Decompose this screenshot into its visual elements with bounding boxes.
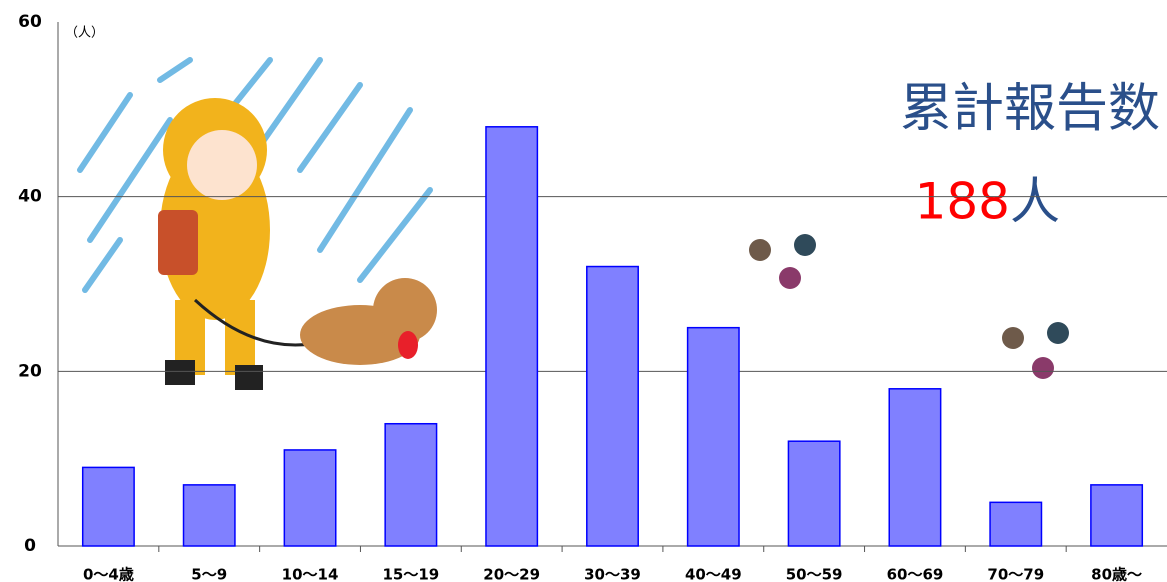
- y-tick-label: 60: [18, 12, 42, 32]
- x-tick-label: 80歳～: [1091, 566, 1142, 582]
- x-tick-label: 5～9: [191, 566, 227, 582]
- bar: [586, 265, 639, 547]
- x-tick-label: 40～49: [685, 566, 742, 582]
- annotation: 累計報告数: [900, 79, 1160, 139]
- x-tick-label: 50～59: [786, 566, 843, 582]
- x-tick-label: 60～69: [887, 566, 944, 582]
- illustration: [77, 57, 1069, 390]
- y-tick-label: 40: [18, 187, 42, 207]
- bar: [283, 449, 337, 547]
- x-tick-label: 70～79: [987, 566, 1044, 582]
- bar: [787, 440, 841, 547]
- bar: [989, 501, 1043, 547]
- unit-label: （人）: [65, 26, 104, 41]
- bar: [1090, 484, 1144, 547]
- total: 188: [915, 173, 1010, 231]
- x-tick-label: 10～14: [282, 566, 339, 582]
- y-tick-label: 0: [24, 536, 36, 556]
- x-tick-label: 15～19: [382, 566, 439, 582]
- y-tick-label: 20: [18, 361, 42, 381]
- x-tick-label: 30～39: [584, 566, 641, 582]
- bar: [182, 484, 236, 547]
- x-tick-label: 0～4歳: [83, 566, 134, 582]
- total-unit: 人: [1010, 173, 1060, 231]
- bar: [888, 388, 942, 547]
- bar: [384, 422, 438, 547]
- bar: [686, 326, 740, 547]
- x-tick-label: 20～29: [483, 566, 540, 582]
- bar: [81, 466, 135, 547]
- bar: [485, 126, 539, 547]
